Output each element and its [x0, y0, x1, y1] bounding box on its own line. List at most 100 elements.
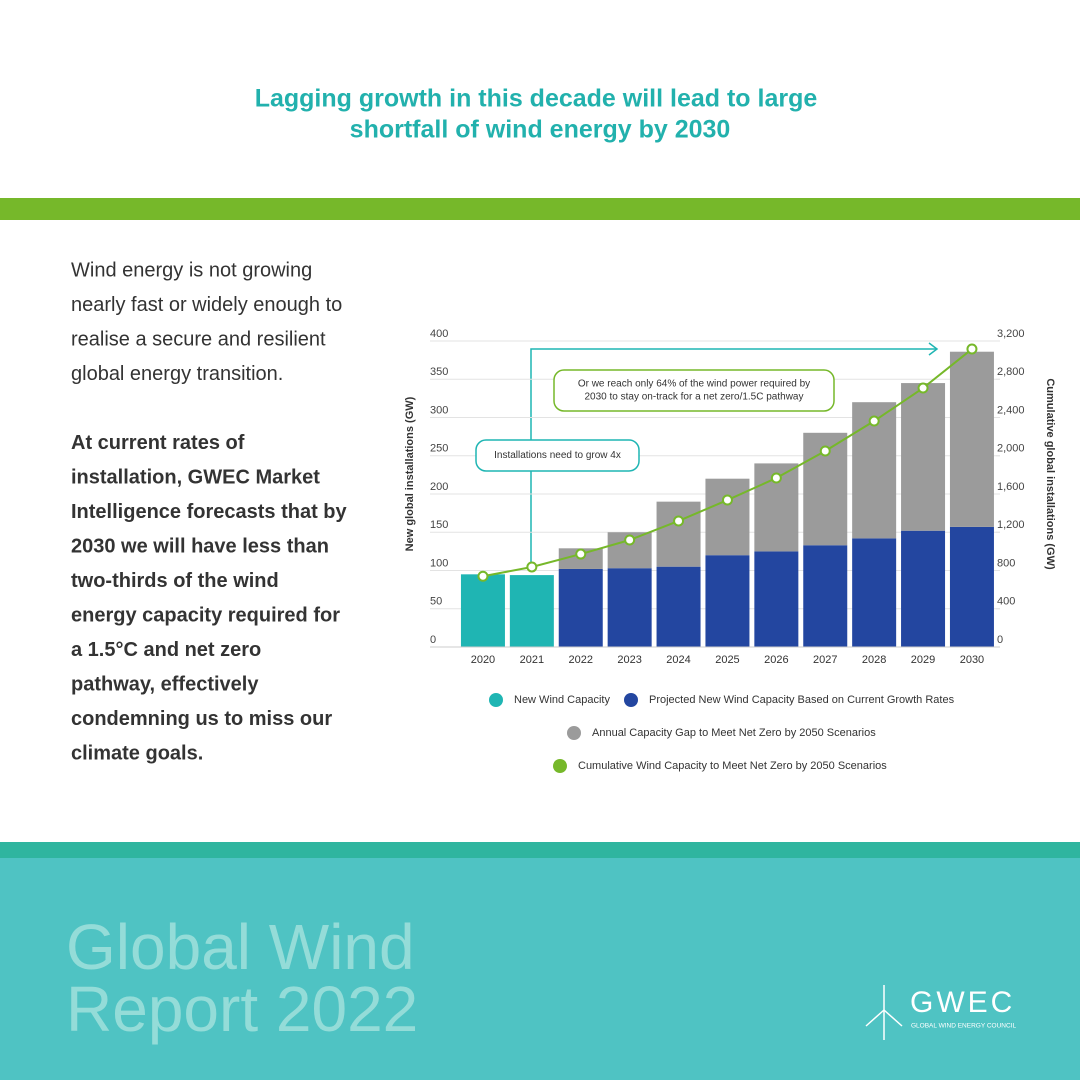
x-tick-label: 2021	[520, 654, 544, 666]
annotation-box	[553, 369, 835, 412]
line-point	[917, 382, 929, 394]
line-point	[966, 343, 978, 355]
body-text: Wind energy is not growing nearly fast or…	[71, 259, 348, 764]
annotation-text: 2030 to stay on-track for a net zero/1.5…	[584, 392, 803, 403]
x-tick-label: 2026	[764, 654, 788, 666]
annotation-text: Installations need to grow 4x	[494, 450, 621, 461]
line-point	[770, 472, 782, 484]
logo-blade	[883, 1009, 903, 1027]
x-tick-label: 2024	[666, 654, 690, 666]
body-line: nearly fast or widely enough to	[71, 294, 342, 316]
bar	[949, 526, 994, 647]
x-tick-label: 2020	[471, 654, 495, 666]
line-point	[624, 534, 636, 546]
title-line: shortfall of wind energy by 2030	[350, 116, 731, 144]
bar	[901, 530, 946, 647]
y2-tick-label: 1,200	[997, 519, 1025, 531]
bar	[509, 575, 554, 647]
logo: GWEC GLOBAL WIND ENERGY COUNCIL	[865, 985, 1016, 1040]
body-line: realise a secure and resilient	[71, 328, 326, 350]
annotation-text: Or we reach only 64% of the wind power r…	[578, 379, 810, 390]
bar	[656, 501, 701, 567]
y-axis-label: New global installations (GW)	[404, 396, 416, 551]
line-point	[575, 548, 587, 560]
body-line: Wind energy is not growing	[71, 259, 312, 281]
x-tick-label: 2022	[569, 654, 593, 666]
bar	[607, 568, 652, 647]
y2-tick-label: 2,400	[997, 404, 1025, 416]
x-tick-label: 2030	[960, 654, 984, 666]
line-point	[819, 445, 831, 457]
bar	[852, 538, 897, 647]
y2-tick-label: 1,600	[997, 481, 1025, 493]
bar	[901, 383, 946, 531]
logo-subtext: GLOBAL WIND ENERGY COUNCIL	[911, 1023, 1016, 1030]
x-tick-label: 2029	[911, 654, 935, 666]
body-line: Intelligence forecasts that by	[71, 501, 348, 523]
y-tick-label: 150	[430, 519, 448, 531]
y-tick-label: 100	[430, 557, 448, 569]
annotation-box	[475, 439, 640, 472]
line-point	[477, 570, 489, 582]
y2-tick-label: 2,800	[997, 366, 1025, 378]
body-line: a 1.5°C and net zero	[71, 639, 261, 661]
y2-tick-label: 400	[997, 596, 1015, 608]
legend-swatch	[553, 759, 567, 773]
body-line: two-thirds of the wind	[71, 570, 279, 592]
y-tick-label: 0	[430, 634, 436, 646]
line-point	[868, 415, 880, 427]
bar	[460, 574, 505, 647]
bar	[705, 555, 750, 647]
x-tick-label: 2027	[813, 654, 837, 666]
legend-swatch	[489, 693, 503, 707]
y2-tick-label: 2,000	[997, 443, 1025, 455]
legend-label: Projected New Wind Capacity Based on Cur…	[649, 694, 955, 706]
y-tick-label: 200	[430, 481, 448, 493]
footer-band	[0, 842, 1080, 1080]
title-line: Lagging growth in this decade will lead …	[255, 85, 818, 113]
bar	[656, 566, 701, 647]
body-line: pathway, effectively	[71, 673, 259, 695]
logo-text: GWEC	[910, 986, 1015, 1019]
legend-label: New Wind Capacity	[514, 694, 610, 706]
y-tick-label: 50	[430, 596, 442, 608]
arrow-head	[928, 342, 939, 356]
bar	[705, 478, 750, 556]
green-band	[0, 198, 1080, 220]
line-point	[721, 494, 733, 506]
line-point	[673, 515, 685, 527]
chart: 0 50 100 150 200 250 300 350 400 0 400 800 1,200 1,60…	[404, 328, 1056, 773]
body-line: global energy transition.	[71, 363, 283, 385]
body-line: energy capacity required for	[71, 604, 340, 626]
legend-label: Annual Capacity Gap to Meet Net Zero by …	[592, 727, 876, 739]
report-title: Report 2022	[66, 973, 418, 1045]
body-line: At current rates of	[71, 432, 245, 454]
y2-tick-label: 0	[997, 634, 1003, 646]
y-tick-label: 300	[430, 404, 448, 416]
legend-swatch	[624, 693, 638, 707]
bar	[949, 351, 994, 527]
x-tick-label: 2028	[862, 654, 886, 666]
report-title: Global Wind	[66, 911, 415, 983]
body-line: 2030 we will have less than	[71, 535, 329, 557]
line-point	[526, 561, 538, 573]
x-tick-label: 2023	[617, 654, 641, 666]
bar	[754, 551, 799, 647]
footer-strip	[0, 842, 1080, 858]
body-line: climate goals.	[71, 742, 203, 764]
logo-blade	[865, 1009, 885, 1027]
legend-label: Cumulative Wind Capacity to Meet Net Zer…	[578, 760, 887, 772]
body-line: condemning us to miss our	[71, 708, 332, 730]
y2-axis-label: Cumulative global installations (GW)	[1044, 378, 1056, 570]
y-tick-label: 400	[430, 328, 448, 340]
y2-tick-label: 800	[997, 557, 1015, 569]
bar	[803, 545, 848, 647]
bar	[558, 568, 603, 647]
body-line: installation, GWEC Market	[71, 466, 320, 488]
y2-tick-label: 3,200	[997, 328, 1025, 340]
legend-swatch	[567, 726, 581, 740]
y-tick-label: 350	[430, 366, 448, 378]
y-tick-label: 250	[430, 443, 448, 455]
